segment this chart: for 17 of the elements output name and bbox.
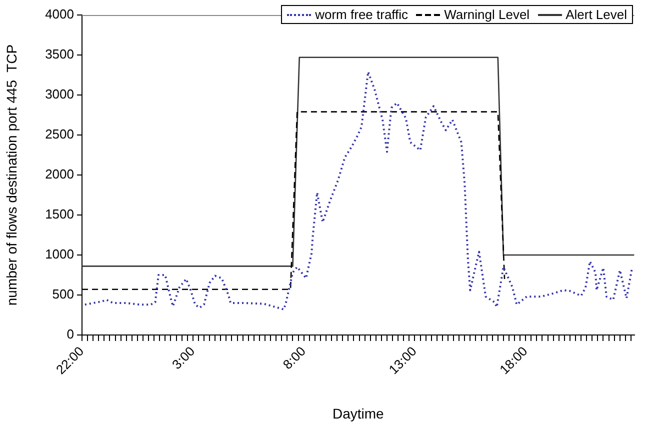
y-tick-label: 1500	[45, 206, 74, 222]
x-axis-title: Daytime	[332, 405, 384, 422]
y-tick-label: 3500	[45, 46, 74, 62]
line-series	[84, 70, 634, 310]
legend-label: Warningl Level	[444, 7, 530, 22]
x-tick-label: 8:00	[280, 344, 308, 372]
y-tick-label: 500	[52, 286, 74, 302]
y-axis-title: number of flows destination port 445 TCP	[3, 44, 20, 306]
y-tick-label: 4000	[45, 6, 74, 22]
x-tick-label: 3:00	[169, 344, 198, 372]
y-tick-label: 2500	[45, 126, 74, 142]
y-tick-label: 0	[66, 326, 74, 342]
legend-label: Alert Level	[566, 7, 627, 22]
y-tick-label: 2000	[45, 166, 74, 182]
legend-label: worm free traffic	[315, 7, 408, 22]
y-tick-label: 3000	[45, 86, 74, 102]
y-tick-label: 1000	[45, 246, 74, 262]
